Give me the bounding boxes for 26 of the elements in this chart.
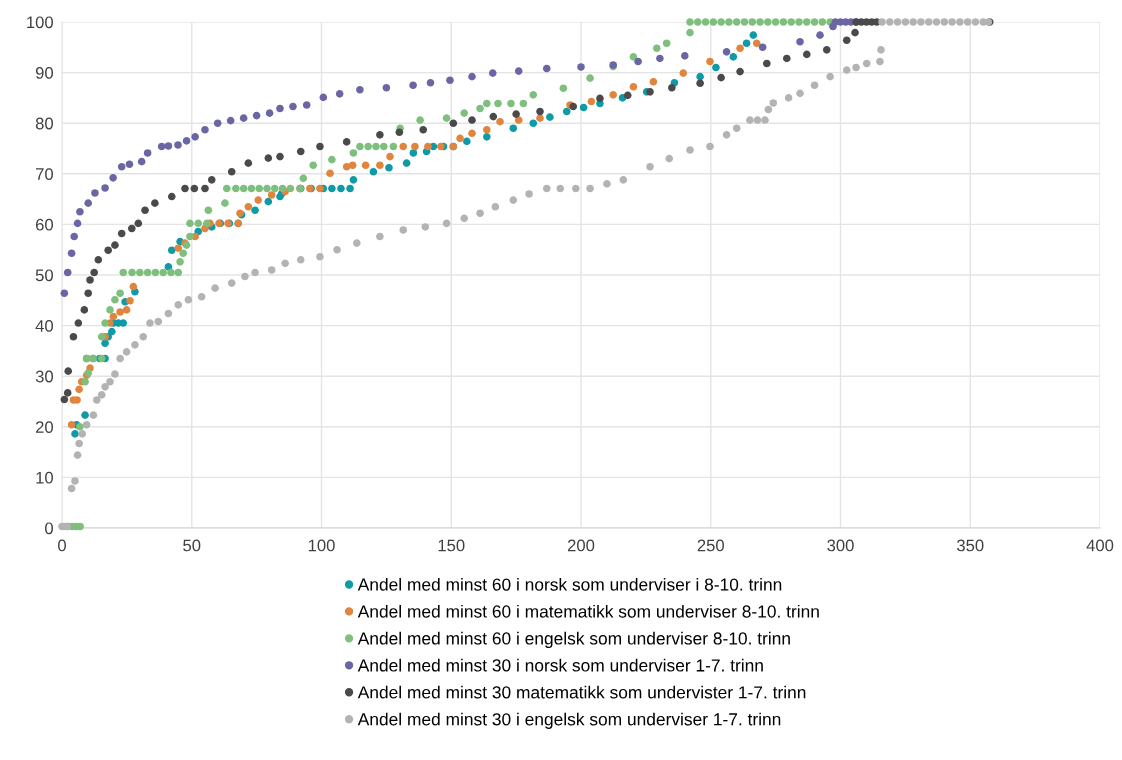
legend-label: Andel med minst 30 i engelsk som underviser 1-7. trinn bbox=[357, 712, 781, 729]
legend-label: Andel med minst 30 i norsk som underviser 1-7. trinn bbox=[357, 658, 763, 672]
y-tick-label: 0 bbox=[45, 522, 54, 535]
y-tick-label: 100 bbox=[27, 16, 54, 29]
x-tick-label: 150 bbox=[438, 539, 465, 552]
y-tick-label: 30 bbox=[35, 370, 54, 383]
x-tick-label: 350 bbox=[956, 539, 984, 552]
y-tick-label: 20 bbox=[35, 421, 54, 433]
y-tick-label: 90 bbox=[35, 67, 54, 79]
legend-label: Andel med minst 30 matematikk som undervister 1-7. trinn bbox=[357, 685, 806, 699]
legend-label: Andel med minst 60 i matematikk som underviser 8-10. trinn bbox=[357, 604, 819, 618]
y-tick-label: 10 bbox=[36, 471, 54, 484]
y-tick-label: 40 bbox=[35, 320, 54, 332]
x-tick-label: 50 bbox=[183, 539, 201, 552]
x-tick-label: 100 bbox=[308, 539, 335, 552]
x-tick-label: 300 bbox=[827, 539, 854, 552]
y-tick-label: 80 bbox=[35, 117, 54, 130]
x-tick-label: 250 bbox=[697, 539, 724, 552]
y-tick-label: 60 bbox=[35, 218, 54, 231]
legend-label: Andel med minst 60 i engelsk som underviser 8-10. trinn bbox=[357, 631, 790, 649]
legend-label: Andel med minst 60 i norsk som underviser i 8-10. trinn bbox=[357, 577, 782, 591]
x-tick-label: 400 bbox=[1086, 539, 1114, 552]
y-tick-label: 50 bbox=[35, 269, 54, 282]
y-tick-label: 70 bbox=[35, 168, 54, 180]
x-tick-label: 200 bbox=[567, 539, 595, 552]
x-tick-label: 0 bbox=[58, 539, 66, 552]
